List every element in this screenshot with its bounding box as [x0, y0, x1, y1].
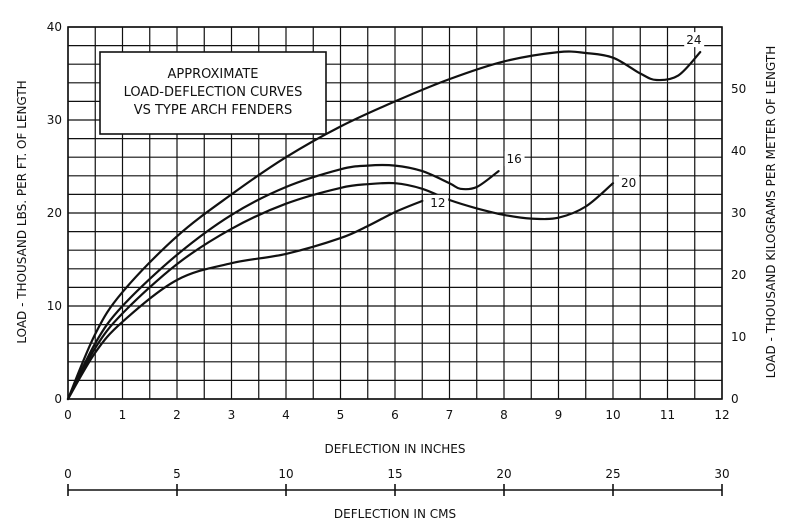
y-right-tick-label: 20 [731, 268, 746, 282]
cm-tick-label: 20 [496, 467, 511, 481]
y-right-tick-label: 10 [731, 330, 746, 344]
x-tick-label: 7 [446, 408, 454, 422]
y-left-tick-label: 10 [47, 299, 62, 313]
y-left-axis-label: LOAD - THOUSAND LBS. PER FT. OF LENGTH [15, 80, 29, 343]
y-right-tick-labels: 0 10 20 30 40 50 [731, 82, 746, 406]
cm-tick-label: 15 [387, 467, 402, 481]
y-right-tick-label: 40 [731, 144, 746, 158]
x-tick-label: 9 [555, 408, 563, 422]
y-left-tick-label: 20 [47, 206, 62, 220]
y-right-axis-label: LOAD - THOUSAND KILOGRAMS PER METER OF L… [764, 46, 778, 378]
x-tick-label: 0 [64, 408, 72, 422]
y-left-tick-label: 30 [47, 113, 62, 127]
x-tick-label: 10 [605, 408, 620, 422]
curve-labels: 24 16 20 12 [428, 32, 705, 210]
x-tick-label: 5 [337, 408, 345, 422]
x2-axis-label: DEFLECTION IN CMS [334, 507, 456, 521]
plot-frame [67, 26, 723, 400]
x-tick-label: 12 [714, 408, 729, 422]
curve-label-bg [619, 175, 639, 191]
title-line-3: VS TYPE ARCH FENDERS [134, 103, 293, 118]
cm-tick-label: 0 [64, 467, 72, 481]
title-box: APPROXIMATE LOAD-DEFLECTION CURVES VS TY… [99, 51, 327, 135]
curve-label-bg [504, 151, 525, 167]
x-tick-label: 11 [660, 408, 675, 422]
x-tick-label: 6 [391, 408, 399, 422]
x-axis-label: DEFLECTION IN INCHES [325, 442, 466, 456]
y-right-tick-label: 30 [731, 206, 746, 220]
x-tick-label: 8 [500, 408, 508, 422]
cm-axis: 0 5 10 15 20 25 30 [64, 467, 730, 496]
x-tick-labels: 0 1 2 3 4 5 6 7 8 9 10 11 12 [64, 408, 729, 422]
curve-label-bg [684, 32, 705, 48]
curve-24 [66, 50, 702, 401]
curve-label-24: 24 [686, 33, 701, 47]
x-tick-label: 4 [282, 408, 290, 422]
cm-tick-label: 25 [605, 467, 620, 481]
cm-tick-label: 30 [714, 467, 729, 481]
curve-20 [66, 181, 615, 401]
cm-axis-ticks: 0 5 10 15 20 25 30 [64, 467, 730, 496]
curve-label-20: 20 [621, 176, 636, 190]
x-tick-label: 2 [173, 408, 181, 422]
title-line-1: APPROXIMATE [168, 67, 259, 82]
y-right-tick-label: 0 [731, 392, 739, 406]
title-line-2: LOAD-DEFLECTION CURVES [124, 85, 303, 100]
x-tick-label: 1 [119, 408, 127, 422]
y-right-tick-label: 50 [731, 82, 746, 96]
curve-16 [66, 163, 500, 401]
y-left-tick-label: 0 [54, 392, 62, 406]
y-left-tick-label: 40 [47, 20, 62, 34]
y-left-tick-labels: 0 10 20 30 40 [47, 20, 62, 406]
curve-label-16: 16 [507, 152, 522, 166]
cm-tick-label: 5 [173, 467, 181, 481]
curve-12 [66, 199, 424, 401]
cm-tick-label: 10 [278, 467, 293, 481]
x-tick-label: 3 [228, 408, 236, 422]
title-box-frame [99, 51, 327, 135]
curve-label-12: 12 [430, 196, 445, 210]
curve-label-bg [428, 194, 449, 210]
curves [66, 50, 702, 401]
